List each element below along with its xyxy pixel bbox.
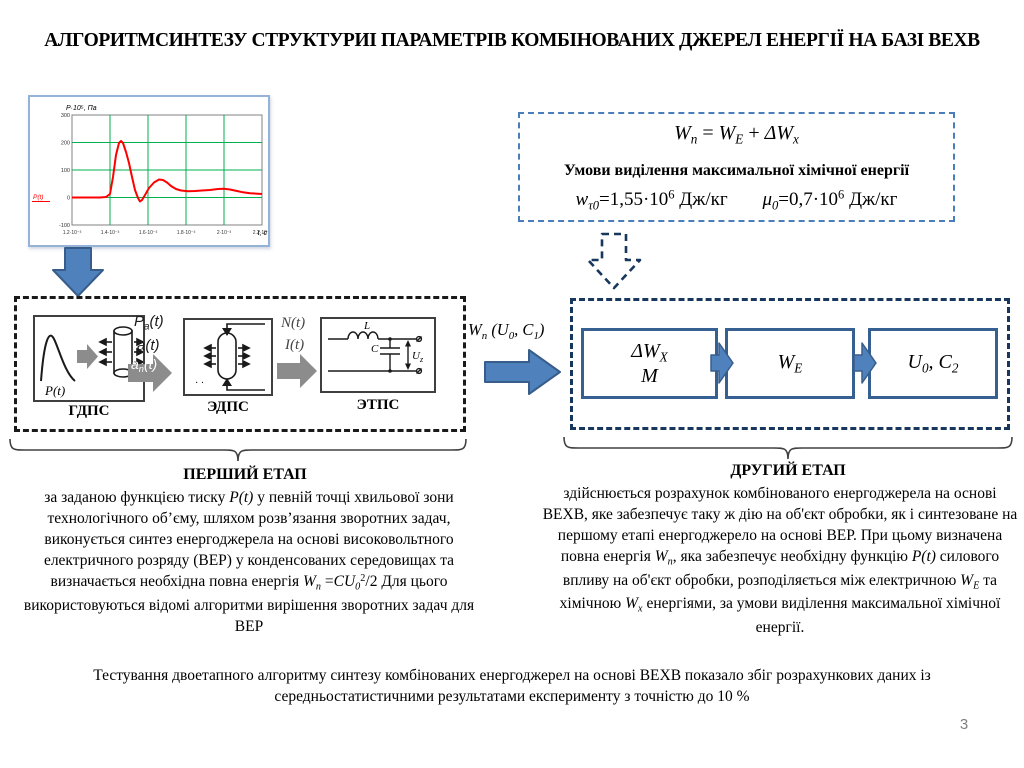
edps-block: · ·	[183, 318, 273, 396]
arrow-right-icon	[853, 342, 877, 384]
svg-text:1.6·10⁻³: 1.6·10⁻³	[139, 230, 158, 236]
brace-icon	[563, 436, 1013, 460]
edps-dots: · ·	[195, 378, 204, 389]
stage1-paragraph: за заданою функцією тиску P(t) у певній …	[23, 489, 475, 635]
edps-diagram-icon: · ·	[195, 323, 265, 391]
chart-gridlines	[72, 115, 262, 225]
svg-text:200: 200	[61, 141, 70, 147]
gdps-label: ГДПС	[68, 403, 110, 419]
chart-annotation-label: P(t)	[33, 194, 43, 201]
chemical-energy-formula-box: Wn = WE + ΔWx Умови виділення максимальн…	[518, 112, 955, 222]
chart-y-ticks: 300 200 100 0 -100	[59, 113, 70, 229]
delta-wx-line1: ΔWX	[631, 339, 668, 365]
inductor-label: L	[363, 320, 370, 332]
svg-text:-100: -100	[59, 223, 70, 229]
etps-block: L C U z	[320, 317, 436, 393]
signal-an: an(t)	[131, 356, 158, 375]
stage1-heading: ПЕРШИЙ ЕТАП	[183, 466, 307, 483]
pressure-curve	[72, 140, 263, 203]
signal-i: I(t)	[285, 337, 305, 353]
gray-arrow-right-icon	[128, 354, 172, 392]
u0-c2-block: U0, C2	[868, 328, 998, 399]
svg-text:1.2·10⁻³: 1.2·10⁻³	[63, 230, 82, 236]
condition-values: wτ0=1,55·106 Дж/кг μ0=0,7·106 Дж/кг	[520, 188, 953, 214]
w-tau-value: wτ0=1,55·106 Дж/кг	[575, 188, 728, 213]
signal-pa: Pa(t)	[134, 313, 164, 333]
delta-wx-block: ΔWX M	[581, 328, 718, 399]
arrow-right-icon	[484, 349, 561, 395]
slide-title: АЛГОРИТМСИНТЕЗУ СТРУКТУРИІ ПАРАМЕТРІВ КО…	[44, 30, 980, 51]
signal-n: N(t)	[281, 315, 306, 331]
pressure-chart: P·10⁵, Па 300 200 100 0 -100	[32, 105, 268, 237]
stage2-diagram-box: ΔWX M WE U0, C2	[570, 298, 1010, 430]
svg-text:2.2·10⁻³: 2.2·10⁻³	[253, 230, 268, 236]
stage1-diagram-box: P(t) ГДПС Pa(t) a(t) an(t)	[14, 296, 466, 432]
we-block: WE	[725, 328, 855, 399]
stage2-paragraph: здійснюється розрахунок комбінованого ен…	[542, 485, 1018, 636]
stage2-heading: ДРУГИЙ ЕТАП	[730, 462, 846, 479]
brace-icon	[9, 438, 467, 462]
wn-transfer-label: Wn (U0, C1)	[468, 320, 545, 342]
gray-arrow-right-icon	[277, 354, 317, 388]
chart-y-axis-title: P·10⁵, Па	[66, 105, 97, 112]
svg-text:300: 300	[61, 113, 70, 119]
p-of-t-label: P(t)	[44, 383, 65, 398]
svg-text:2·10⁻³: 2·10⁻³	[217, 230, 232, 236]
svg-text:1.8·10⁻³: 1.8·10⁻³	[177, 230, 196, 236]
arrow-down-icon	[52, 247, 104, 297]
gdps-block: P(t)	[33, 315, 145, 402]
svg-text:1.4·10⁻³: 1.4·10⁻³	[101, 230, 120, 236]
uz-sub-label: z	[419, 355, 424, 364]
delta-wx-line2: M	[641, 365, 658, 388]
signal-a: a(t)	[137, 337, 160, 354]
etps-circuit-icon: L C U z	[328, 320, 424, 375]
dashed-arrow-down-icon	[586, 232, 642, 290]
gdps-diagram-icon: P(t)	[40, 326, 143, 398]
energy-balance-formula: Wn = WE + ΔWx	[674, 122, 799, 147]
capacitor-label: C	[371, 343, 379, 355]
we-label: WE	[777, 350, 803, 376]
svg-text:100: 100	[61, 168, 70, 174]
condition-title: Умови виділення максимальної хімічної ен…	[563, 162, 910, 179]
mu-value: μ0=0,7·106 Дж/кг	[762, 188, 898, 213]
svg-text:0: 0	[67, 196, 70, 202]
uz-label: U	[412, 350, 421, 362]
u0-c2-label: U0, C2	[907, 350, 959, 376]
etps-label: ЭТПС	[356, 397, 400, 413]
arrow-right-icon	[710, 342, 734, 384]
conclusion-text: Тестування двоетапного алгоритму синтезу…	[93, 667, 931, 705]
edps-label: ЭДПС	[207, 399, 249, 415]
pressure-chart-panel: P·10⁵, Па 300 200 100 0 -100	[28, 95, 270, 247]
chart-x-axis-title: t, с	[258, 230, 268, 237]
page-number: 3	[959, 716, 969, 733]
chart-x-ticks: 1.2·10⁻³ 1.4·10⁻³ 1.6·10⁻³ 1.8·10⁻³ 2·10…	[63, 230, 268, 236]
